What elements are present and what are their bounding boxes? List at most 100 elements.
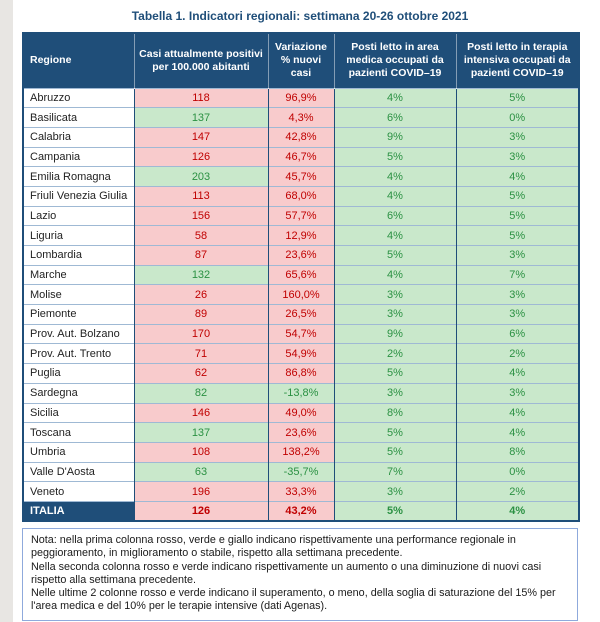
area-medica-cell: 5% [333,245,456,266]
area-medica-cell: 4% [333,225,456,246]
area-medica-cell: 4% [333,87,456,108]
area-medica-cell: 7% [333,461,456,482]
area-medica-cell: 4% [333,264,456,285]
table-row: Sicilia 146 49,0% 8% 4% [23,402,579,423]
terapia-intensiva-cell: 0% [455,107,579,128]
area-medica-cell: 8% [333,402,456,423]
terapia-intensiva-cell: 8% [455,441,579,463]
regional-indicators-table: Regione Casi attualmente positivi per 10… [22,32,580,523]
area-medica-cell: 3% [333,382,456,403]
table-row: Valle D'Aosta 63 -35,7% 7% 0% [23,461,579,482]
table-row: Campania 126 46,7% 5% 3% [23,146,579,167]
terapia-intensiva-cell: 4% [455,422,579,443]
area-medica-cell: 2% [333,343,456,364]
variazione-cell: 4,3% [267,107,334,128]
region-name-cell: Veneto [23,481,134,502]
casi-positivi-cell: 156 [133,205,268,226]
casi-positivi-cell: 137 [133,107,268,128]
casi-positivi-cell: 146 [133,402,268,423]
area-medica-cell: 5% [333,441,456,463]
casi-positivi-cell: 170 [133,323,268,344]
region-name-cell: Sardegna [23,382,134,403]
table-row: Lazio 156 57,7% 6% 5% [23,205,579,226]
area-medica-cell: 6% [333,107,456,128]
casi-positivi-cell: 132 [133,264,268,285]
casi-positivi-cell: 113 [133,185,268,207]
table-row: Prov. Aut. Bolzano 170 54,7% 9% 6% [23,323,579,344]
col-header-regione: Regione [23,33,134,88]
casi-positivi-cell: 147 [133,126,268,148]
col-header-terapia-intensiva: Posti letto in terapia intensiva occupat… [455,33,579,88]
table-row: Sardegna 82 -13,8% 3% 3% [23,382,579,403]
variazione-cell: 96,9% [267,87,334,108]
variazione-cell: 49,0% [267,402,334,423]
casi-positivi-cell: 89 [133,304,268,325]
variazione-cell: -13,8% [267,382,334,403]
region-name-cell: Molise [23,284,134,305]
note-box: Nota: nella prima colonna rosso, verde e… [22,528,578,622]
area-medica-cell: 6% [333,205,456,226]
table-title: Tabella 1. Indicatori regionali: settima… [131,9,469,23]
table-row: Emilia Romagna 203 45,7% 4% 4% [23,166,579,187]
terapia-intensiva-cell: 2% [455,343,579,364]
variazione-cell: 65,6% [267,264,334,285]
terapia-intensiva-cell: 4% [455,500,579,522]
region-name-cell: Puglia [23,363,134,384]
casi-positivi-cell: 26 [133,284,268,305]
note-paragraph-2: Nella seconda colonna rosso e verde indi… [31,560,542,586]
table-header: Regione Casi attualmente positivi per 10… [23,33,579,88]
region-name-cell: Lazio [23,205,134,226]
casi-positivi-cell: 137 [133,422,268,443]
terapia-intensiva-cell: 3% [455,284,579,305]
casi-positivi-cell: 58 [133,225,268,246]
casi-positivi-cell: 62 [133,363,268,384]
area-medica-cell: 5% [333,146,456,167]
terapia-intensiva-cell: 0% [455,461,579,482]
terapia-intensiva-cell: 5% [455,185,579,207]
region-name-cell: Liguria [23,225,134,246]
variazione-cell: 160,0% [267,284,334,305]
terapia-intensiva-cell: 4% [455,166,579,187]
table-row: Calabria 147 42,8% 9% 3% [23,126,579,148]
region-name-cell: Sicilia [23,402,134,423]
casi-positivi-cell: 203 [133,166,268,187]
casi-positivi-cell: 118 [133,87,268,108]
terapia-intensiva-cell: 4% [455,402,579,423]
region-name-cell: Basilicata [23,107,134,128]
variazione-cell: 12,9% [267,225,334,246]
region-name-cell: Prov. Aut. Trento [23,343,134,364]
note-paragraph-3: Nelle ultime 2 colonne rosso e verde ind… [31,586,556,613]
region-name-cell: ITALIA [23,500,134,522]
terapia-intensiva-cell: 3% [455,245,579,266]
terapia-intensiva-cell: 4% [455,363,579,384]
region-name-cell: Campania [23,146,134,167]
casi-positivi-cell: 71 [133,343,268,364]
region-name-cell: Friuli Venezia Giulia [23,185,134,207]
area-medica-cell: 4% [333,166,456,187]
variazione-cell: 26,5% [267,304,334,325]
table-row: Prov. Aut. Trento 71 54,9% 2% 2% [23,343,579,364]
region-name-cell: Piemonte [23,304,134,325]
table-row: Basilicata 137 4,3% 6% 0% [23,107,579,128]
region-name-cell: Marche [23,264,134,285]
variazione-cell: -35,7% [267,461,334,482]
table-row: Marche 132 65,6% 4% 7% [23,264,579,285]
table-row: Piemonte 89 26,5% 3% 3% [23,304,579,325]
area-medica-cell: 9% [333,126,456,148]
area-medica-cell: 5% [333,500,456,522]
table-row: Friuli Venezia Giulia 113 68,0% 4% 5% [23,185,579,207]
region-name-cell: Toscana [23,422,134,443]
terapia-intensiva-cell: 2% [455,481,579,502]
table-body: Abruzzo 118 96,9% 4% 5% Basilicata 137 4… [23,87,579,522]
variazione-cell: 57,7% [267,205,334,226]
variazione-cell: 138,2% [267,441,334,463]
col-header-area-medica: Posti letto in area medica occupati da p… [333,33,456,88]
variazione-cell: 42,8% [267,126,334,148]
area-medica-cell: 3% [333,304,456,325]
area-medica-cell: 4% [333,185,456,207]
table-row: Umbria 108 138,2% 5% 8% [23,441,579,463]
note-paragraph-1: Nota: nella prima colonna rosso, verde e… [31,534,516,560]
table-row: Toscana 137 23,6% 5% 4% [23,422,579,443]
region-name-cell: Emilia Romagna [23,166,134,187]
